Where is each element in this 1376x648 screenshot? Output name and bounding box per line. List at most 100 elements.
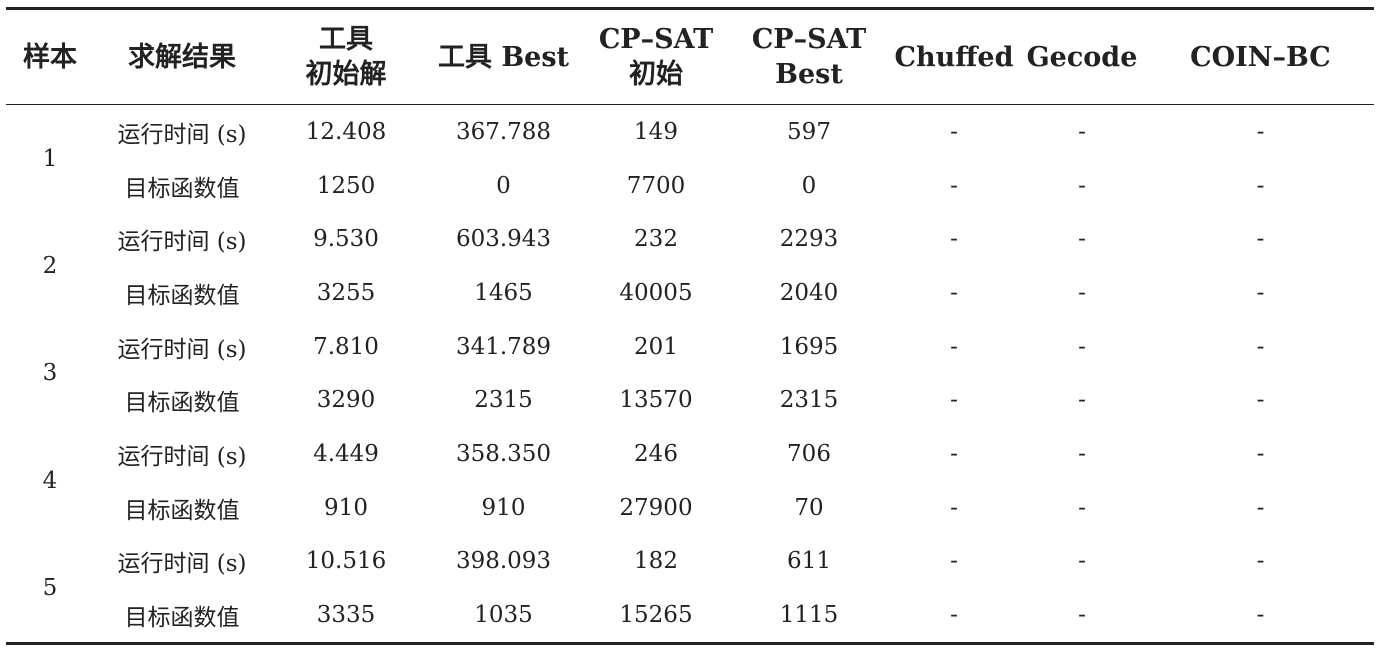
table-row: 1 运行时间 (s) 12.408 367.788 149 597 - - - (6, 105, 1374, 172)
metric-label-cell: 目标函数值 (124, 282, 240, 309)
column-header-3: 工具 Best (422, 9, 585, 105)
value-cell: 4.449 (313, 440, 379, 467)
value-cell: 1115 (779, 602, 839, 629)
metric-label-cell: 目标函数值 (124, 605, 240, 632)
column-header-line: 样本 (23, 41, 77, 73)
column-header-line: 初始解 (305, 59, 387, 90)
value-cell: 603.943 (455, 226, 552, 253)
table-row: 目标函数值 910 910 27900 70 - - - (6, 481, 1374, 535)
results-table: 样本 求解结果 工具 初始解 工具 Best CP–SAT 初始 CP–SAT Best Chuf… (6, 7, 1374, 645)
table-row: 4 运行时间 (s) 4.449 358.350 246 706 - - - (6, 427, 1374, 494)
value-cell: 246 (634, 440, 678, 467)
value-cell: - (1078, 118, 1086, 145)
value-cell: 1695 (779, 333, 839, 360)
column-header-line: 初始 (629, 59, 683, 90)
value-cell: 27900 (619, 494, 693, 521)
value-cell: 40005 (619, 279, 693, 306)
column-header-line: COIN–BC (1190, 41, 1331, 73)
value-cell: 597 (787, 118, 831, 145)
sample-id-cell: 5 (42, 575, 58, 602)
value-cell: - (950, 333, 958, 360)
column-header-1: 求解结果 (94, 9, 270, 105)
value-cell: - (1256, 548, 1265, 575)
value-cell: 7700 (626, 172, 686, 199)
table-row: 目标函数值 3255 1465 40005 2040 - - - (6, 266, 1374, 320)
column-header-line: CP–SAT (598, 24, 714, 55)
value-cell: 2315 (474, 387, 533, 414)
value-cell: 0 (496, 172, 511, 199)
value-cell: - (1078, 333, 1086, 360)
column-header-line: 工具 Best (437, 41, 570, 73)
column-header-line: Gecode (1026, 41, 1138, 73)
column-header-line: 求解结果 (128, 41, 236, 73)
value-cell: - (1256, 172, 1265, 199)
value-cell: 149 (634, 118, 678, 145)
column-header-7: Gecode (1017, 9, 1147, 105)
results-table-container: 样本 求解结果 工具 初始解 工具 Best CP–SAT 初始 CP–SAT Best Chuf… (6, 7, 1376, 645)
value-cell: - (950, 440, 958, 467)
value-cell: 10.516 (305, 548, 387, 575)
value-cell: 3290 (316, 387, 376, 414)
value-cell: 706 (787, 440, 831, 467)
value-cell: 9.530 (313, 226, 379, 253)
metric-label-cell: 目标函数值 (124, 497, 240, 524)
value-cell: - (1078, 440, 1086, 467)
sample-id-cell: 4 (42, 467, 58, 494)
value-cell: - (1256, 226, 1265, 253)
value-cell: 232 (634, 226, 678, 253)
value-cell: 182 (634, 548, 678, 575)
value-cell: - (1078, 387, 1086, 414)
value-cell: 3255 (316, 279, 376, 306)
value-cell: 15265 (619, 602, 693, 629)
value-cell: - (950, 548, 958, 575)
metric-label-cell: 目标函数值 (124, 175, 240, 202)
value-cell: 910 (481, 494, 526, 521)
value-cell: 1465 (474, 279, 533, 306)
column-header-line: Chuffed (894, 41, 1014, 73)
value-cell: - (1078, 226, 1086, 253)
header-row: 样本 求解结果 工具 初始解 工具 Best CP–SAT 初始 CP–SAT Best Chuf… (6, 8, 1374, 105)
value-cell: - (950, 118, 958, 145)
value-cell: - (950, 172, 958, 199)
column-header-8: COIN–BC (1147, 9, 1374, 105)
column-header-6: Chuffed (891, 9, 1017, 105)
sample-id-cell: 2 (42, 253, 58, 280)
value-cell: - (1078, 172, 1086, 199)
column-header-4: CP–SAT 初始 (585, 9, 727, 105)
value-cell: 611 (787, 548, 831, 575)
value-cell: - (950, 387, 958, 414)
column-header-line: CP–SAT (751, 24, 867, 55)
table-row: 2 运行时间 (s) 9.530 603.943 232 2293 - - - (6, 212, 1374, 279)
sample-id-cell: 1 (42, 145, 58, 172)
value-cell: 13570 (619, 387, 693, 414)
value-cell: 7.810 (313, 333, 379, 360)
column-header-0: 样本 (6, 9, 94, 105)
value-cell: 2315 (779, 387, 839, 414)
column-header-5: CP–SAT Best (727, 9, 891, 105)
metric-label-cell: 运行时间 (s) (117, 121, 247, 148)
value-cell: 398.093 (455, 548, 552, 575)
metric-label-cell: 运行时间 (s) (117, 336, 247, 363)
value-cell: - (1078, 279, 1086, 306)
table-row: 目标函数值 3335 1035 15265 1115 - - - (6, 588, 1374, 644)
value-cell: 70 (794, 494, 824, 521)
value-cell: - (1078, 548, 1086, 575)
value-cell: - (1078, 602, 1086, 629)
table-row: 5 运行时间 (s) 10.516 398.093 182 611 - - - (6, 535, 1374, 601)
table-header: 样本 求解结果 工具 初始解 工具 Best CP–SAT 初始 CP–SAT Best Chuf… (6, 8, 1374, 105)
value-cell: 3335 (316, 602, 376, 629)
value-cell: - (1256, 279, 1265, 306)
value-cell: 0 (801, 172, 817, 199)
value-cell: 358.350 (455, 440, 552, 467)
table-row: 目标函数值 3290 2315 13570 2315 - - - (6, 373, 1374, 427)
column-header-2: 工具 初始解 (270, 9, 422, 105)
value-cell: - (1256, 387, 1265, 414)
value-cell: - (1256, 118, 1265, 145)
table-row: 目标函数值 1250 0 7700 0 - - - (6, 159, 1374, 213)
metric-label-cell: 运行时间 (s) (117, 551, 247, 578)
value-cell: - (1256, 333, 1265, 360)
value-cell: - (950, 226, 958, 253)
value-cell: 12.408 (305, 118, 387, 145)
metric-label-cell: 运行时间 (s) (117, 443, 247, 470)
value-cell: - (1078, 494, 1086, 521)
